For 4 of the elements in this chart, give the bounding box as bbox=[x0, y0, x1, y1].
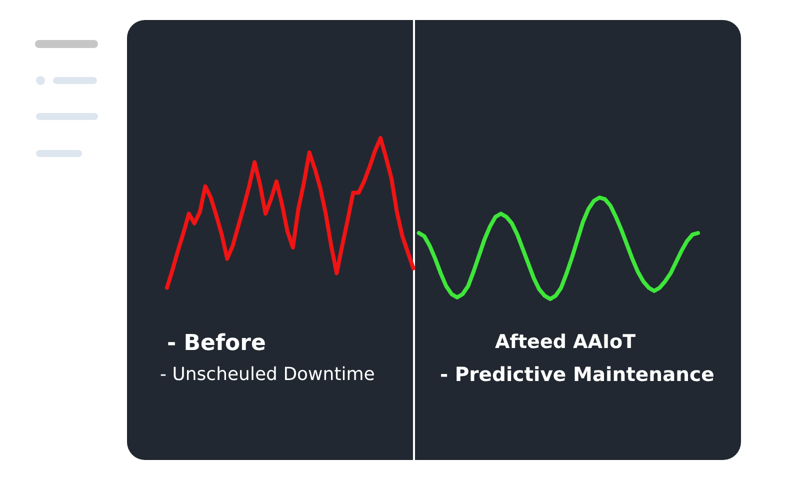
text: - Unscheuled Downtime bbox=[160, 364, 375, 385]
text: - Predictive Maintenance bbox=[440, 363, 714, 386]
text: - Before bbox=[167, 331, 266, 356]
text: Afteed AAIoT bbox=[495, 331, 636, 353]
